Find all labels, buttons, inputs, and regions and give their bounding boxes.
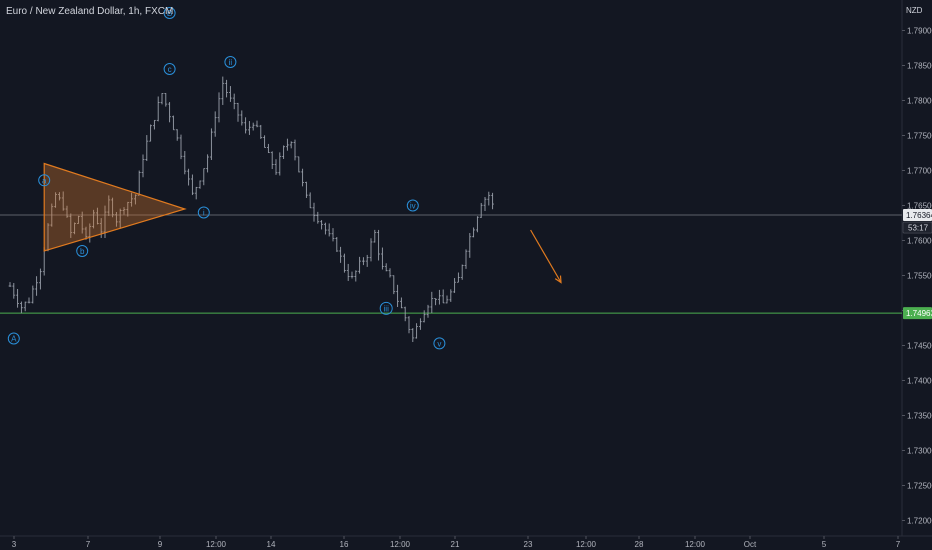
wave-label: i: [203, 209, 205, 218]
y-tick-label: 1.72000: [907, 517, 932, 526]
wave-label: a: [42, 176, 47, 185]
horizontal-levels: [0, 214, 902, 314]
y-tick-label: 1.72500: [907, 482, 932, 491]
triangle-pattern: [43, 162, 187, 252]
x-tick-label: 14: [267, 540, 276, 549]
y-tick-label: 1.74000: [907, 377, 932, 386]
x-tick-label: 23: [524, 540, 533, 549]
symbol-title[interactable]: Euro / New Zealand Dollar, 1h, FXCM: [6, 6, 174, 17]
wave-label-circle: [163, 63, 176, 75]
y-tick-label: 1.75500: [907, 272, 932, 281]
y-tick-label: 1.76500: [907, 202, 932, 211]
x-tick-label: 12:00: [685, 540, 706, 549]
wave-label: v: [437, 339, 441, 348]
countdown-tag: [902, 221, 932, 234]
x-tick-label: 3: [12, 540, 17, 549]
x-tick-label: Oct: [744, 540, 757, 549]
currency-label: NZD: [906, 6, 923, 15]
y-tick-label: 1.73000: [907, 447, 932, 456]
y-tick-label: 1.78500: [907, 62, 932, 71]
price-axis[interactable]: 1.79000 1.78500 1.78000 1.77500 1.77000 1.765…: [902, 27, 932, 526]
x-tick-label: 5: [822, 540, 827, 549]
y-tick-label: 1.76000: [907, 237, 932, 246]
wave-label: iii: [384, 304, 390, 313]
support-price-label: 1.74963: [906, 309, 932, 318]
drawings: [43, 162, 562, 284]
wave-label: ii: [229, 58, 233, 67]
current-price-label: 1.76364: [906, 211, 932, 220]
projection-arrow-shaft: [530, 229, 562, 283]
wave-label-circle: [406, 199, 419, 212]
x-tick-label: 16: [340, 540, 349, 549]
wave-label-circle: [224, 56, 237, 68]
time-axis[interactable]: 3 7 9 12:00 14 16 12:00 21 23 12:00 28 12:00 Oct 5 7: [12, 536, 901, 549]
current-price-tag: [903, 209, 932, 222]
x-tick-label: 9: [158, 540, 163, 549]
y-tick-label: 1.74500: [907, 342, 932, 351]
wave-label-circle: [433, 337, 446, 350]
x-tick-label: 28: [635, 540, 644, 549]
x-tick-label: 7: [896, 540, 901, 549]
wave-label: c: [168, 65, 172, 74]
wave-label: B: [167, 9, 172, 18]
y-tick-label: 1.73500: [907, 412, 932, 421]
y-tick-label: 1.79000: [907, 27, 932, 36]
wave-label-circle: [7, 332, 20, 345]
wave-label: iv: [410, 202, 416, 211]
wave-label: b: [80, 247, 85, 256]
y-tick-label: 1.78000: [907, 97, 932, 106]
grid: [0, 0, 932, 537]
x-tick-label: 21: [451, 540, 460, 549]
ohlc-bars: [8, 76, 494, 343]
y-tick-label: 1.77000: [907, 167, 932, 176]
wave-label-circle: [197, 206, 210, 219]
price-tags: 1.76364 53:17 1.74963: [902, 209, 932, 320]
y-tick-label: 1.77500: [907, 132, 932, 141]
x-tick-label: 12:00: [390, 540, 411, 549]
wave-label-circle: [76, 245, 89, 257]
wave-label-circle: [379, 301, 393, 315]
x-tick-label: 7: [86, 540, 91, 549]
x-tick-label: 12:00: [206, 540, 227, 549]
wave-label: A: [11, 335, 17, 344]
countdown-label: 53:17: [908, 224, 929, 233]
x-tick-label: 12:00: [576, 540, 597, 549]
support-price-tag: [903, 307, 932, 320]
projection-arrow-head: [554, 275, 562, 284]
wave-label-circle: [38, 174, 51, 187]
wave-label-circle: [163, 7, 176, 19]
